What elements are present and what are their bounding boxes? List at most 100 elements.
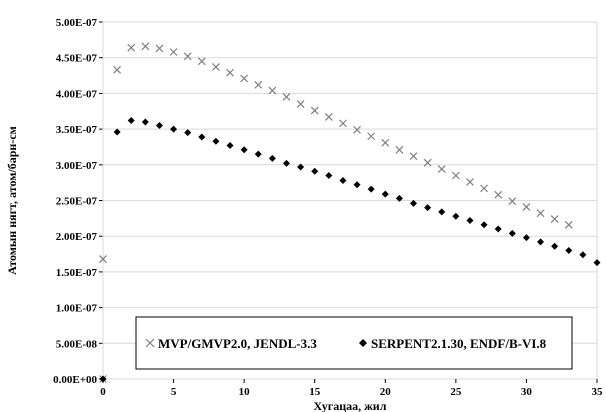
data-point-diamond	[141, 118, 149, 126]
x-tick-label: 30	[521, 386, 533, 398]
data-point-x	[113, 65, 122, 74]
data-point-diamond	[282, 159, 290, 167]
legend: MVP/GMVP2.0, JENDL-3.3 SERPENT2.1.30, END…	[135, 316, 573, 370]
data-point-diamond	[395, 194, 403, 202]
data-point-x	[183, 52, 192, 61]
data-point-x	[480, 184, 489, 193]
y-tick-label: 3.00E-07	[56, 160, 98, 172]
data-point-x	[564, 220, 573, 229]
data-point-diamond	[480, 221, 488, 229]
y-tick-label: 4.50E-07	[56, 53, 98, 65]
data-point-x	[381, 138, 390, 147]
data-point-diamond	[212, 137, 220, 145]
data-point-x	[282, 93, 291, 101]
data-point-diamond	[466, 216, 474, 224]
data-point-x	[226, 68, 234, 77]
data-point-x	[324, 113, 333, 121]
x-tick-label: 35	[592, 386, 604, 398]
y-tick-label: 5.00E-08	[56, 338, 98, 350]
data-point-x	[522, 203, 531, 211]
data-point-x	[240, 74, 249, 83]
data-point-diamond	[240, 146, 248, 154]
data-point-x	[169, 48, 178, 56]
x-axis-label: Хугацаа, жил	[314, 399, 387, 412]
data-point-diamond	[226, 142, 234, 150]
data-point-x	[353, 125, 361, 134]
legend-marker-diamond	[359, 339, 367, 347]
data-point-x	[550, 215, 559, 223]
data-point-diamond	[438, 208, 446, 216]
series-2	[99, 117, 601, 383]
data-point-diamond	[410, 199, 418, 207]
x-tick-label: 25	[450, 386, 462, 398]
data-point-diamond	[565, 246, 573, 254]
data-point-x	[310, 106, 319, 115]
data-point-x	[367, 132, 376, 141]
data-point-diamond	[424, 204, 432, 212]
data-point-diamond	[551, 242, 559, 250]
data-points	[99, 42, 601, 383]
data-point-diamond	[297, 163, 305, 171]
data-point-diamond	[494, 225, 502, 233]
data-point-diamond	[508, 229, 516, 237]
data-point-x	[395, 145, 404, 154]
x-tick-label: 20	[380, 386, 392, 398]
y-tick-label: 2.50E-07	[56, 196, 98, 208]
data-point-diamond	[184, 129, 192, 137]
data-point-x	[494, 190, 503, 199]
y-tick-label: 0.00E+00	[53, 374, 97, 386]
legend-marker-x	[145, 338, 155, 348]
data-point-diamond	[155, 122, 163, 130]
data-point-x	[451, 171, 460, 180]
data-point-x	[268, 86, 277, 95]
data-point-diamond	[99, 375, 107, 383]
data-point-x	[127, 43, 136, 52]
y-tick-label: 2.00E-07	[56, 231, 98, 243]
data-point-diamond	[579, 251, 587, 259]
data-point-x	[437, 165, 446, 174]
data-point-diamond	[113, 128, 121, 136]
axes	[99, 21, 598, 383]
data-point-diamond	[537, 238, 545, 246]
data-point-diamond	[367, 185, 375, 193]
legend-box	[135, 316, 573, 370]
y-tick-label: 5.00E-07	[56, 17, 98, 29]
data-point-diamond	[311, 167, 319, 175]
data-point-x	[141, 42, 150, 51]
data-point-diamond	[522, 234, 530, 242]
data-point-diamond	[325, 172, 333, 180]
data-point-x	[339, 119, 347, 128]
data-point-diamond	[170, 125, 178, 133]
data-point-diamond	[198, 133, 206, 141]
x-tick-label: 15	[309, 386, 321, 398]
data-point-diamond	[353, 181, 361, 189]
data-point-x	[536, 209, 545, 218]
plot-area-border	[102, 21, 598, 380]
data-point-diamond	[268, 154, 276, 162]
x-tick-labels: 0 5 10 15 20 25 30 35	[100, 386, 603, 398]
data-point-diamond	[254, 150, 262, 158]
data-point-x	[466, 178, 474, 186]
data-point-x	[508, 197, 517, 206]
data-point-x	[197, 57, 206, 66]
data-point-diamond	[452, 212, 460, 220]
data-point-x	[423, 158, 432, 167]
data-point-x	[296, 100, 305, 109]
legend-label: MVP/GMVP2.0, JENDL-3.3	[158, 336, 317, 351]
data-point-x	[409, 152, 418, 161]
data-point-x	[254, 80, 263, 89]
y-tick-label: 1.00E-07	[56, 303, 98, 315]
data-point-diamond	[339, 177, 347, 185]
y-tick-label: 1.50E-07	[56, 267, 98, 279]
data-point-diamond	[593, 259, 601, 267]
legend-label: SERPENT2.1.30, ENDF/B-VI.8	[371, 336, 547, 351]
x-tick-label: 10	[239, 386, 251, 398]
data-point-diamond	[381, 190, 389, 198]
data-point-x	[155, 44, 164, 53]
series-1	[99, 42, 573, 383]
y-tick-labels: 0.00E+00 5.00E-08 1.00E-07 1.50E-07 2.00E-07…	[53, 17, 97, 386]
data-point-x	[99, 255, 107, 263]
x-tick-label: 0	[100, 386, 106, 398]
y-tick-label: 4.00E-07	[56, 88, 98, 100]
